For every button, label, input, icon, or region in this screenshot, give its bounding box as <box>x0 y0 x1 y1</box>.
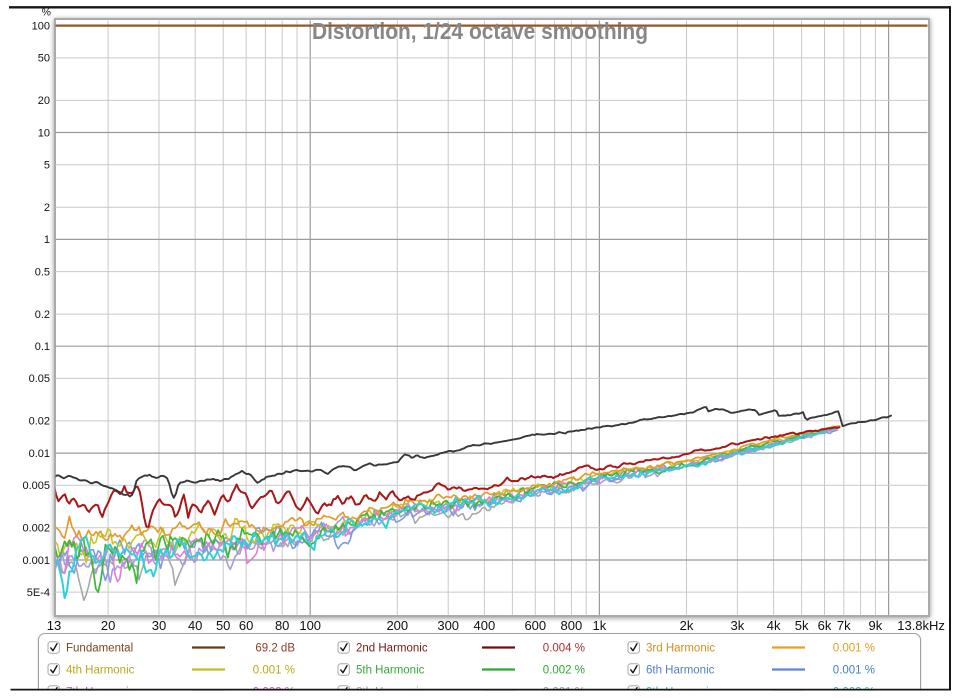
svg-text:60: 60 <box>239 618 253 633</box>
svg-text:100: 100 <box>32 21 50 33</box>
svg-text:5: 5 <box>44 160 50 172</box>
svg-text:6th Harmonic: 6th Harmonic <box>646 665 715 677</box>
svg-text:100: 100 <box>299 618 321 633</box>
svg-text:5k: 5k <box>795 618 809 633</box>
svg-text:10: 10 <box>38 127 50 139</box>
svg-text:4th Harmonic: 4th Harmonic <box>66 665 135 677</box>
svg-text:80: 80 <box>275 618 289 633</box>
svg-text:2nd Harmonic: 2nd Harmonic <box>356 643 428 655</box>
svg-text:6k: 6k <box>818 618 832 633</box>
svg-text:0.02: 0.02 <box>29 416 50 428</box>
svg-text:0.004 %: 0.004 % <box>543 643 585 655</box>
svg-text:0.05: 0.05 <box>29 373 50 385</box>
svg-text:20: 20 <box>38 95 50 107</box>
svg-text:0.001 %: 0.001 % <box>833 665 875 677</box>
svg-text:50: 50 <box>216 618 230 633</box>
svg-text:Distortion, 1/24 octave smooth: Distortion, 1/24 octave smoothing <box>312 18 648 44</box>
svg-text:0.2: 0.2 <box>35 309 50 321</box>
svg-text:1: 1 <box>44 234 50 246</box>
svg-text:200: 200 <box>386 618 408 633</box>
svg-text:0.01: 0.01 <box>29 448 50 460</box>
svg-text:50: 50 <box>38 53 50 65</box>
svg-text:13: 13 <box>47 618 61 633</box>
svg-text:400: 400 <box>474 618 496 633</box>
svg-text:800: 800 <box>561 618 583 633</box>
svg-text:0.002 %: 0.002 % <box>543 665 585 677</box>
svg-text:Fundamental: Fundamental <box>66 643 133 655</box>
svg-text:30: 30 <box>152 618 166 633</box>
svg-text:%: % <box>42 7 51 19</box>
svg-text:0.001: 0.001 <box>22 555 50 567</box>
svg-text:0.002: 0.002 <box>22 523 50 535</box>
svg-text:600: 600 <box>524 618 546 633</box>
svg-text:5th Harmonic: 5th Harmonic <box>356 665 425 677</box>
svg-text:3k: 3k <box>731 618 745 633</box>
svg-text:13.8kHz: 13.8kHz <box>897 618 945 633</box>
svg-text:20: 20 <box>101 618 115 633</box>
svg-text:1k: 1k <box>593 618 607 633</box>
svg-text:0.001 %: 0.001 % <box>833 643 875 655</box>
svg-text:2: 2 <box>44 202 50 214</box>
svg-text:5E-4: 5E-4 <box>27 587 50 599</box>
svg-text:3rd Harmonic: 3rd Harmonic <box>646 643 715 655</box>
svg-text:2k: 2k <box>680 618 694 633</box>
svg-text:69.2 dB: 69.2 dB <box>255 643 295 655</box>
svg-text:9k: 9k <box>869 618 883 633</box>
svg-text:300: 300 <box>437 618 459 633</box>
svg-text:7k: 7k <box>837 618 851 633</box>
svg-text:40: 40 <box>188 618 202 633</box>
svg-text:0.5: 0.5 <box>35 266 50 278</box>
svg-text:0.1: 0.1 <box>35 341 50 353</box>
svg-text:0.001 %: 0.001 % <box>253 665 295 677</box>
svg-text:0.005: 0.005 <box>22 480 50 492</box>
svg-text:4k: 4k <box>767 618 781 633</box>
